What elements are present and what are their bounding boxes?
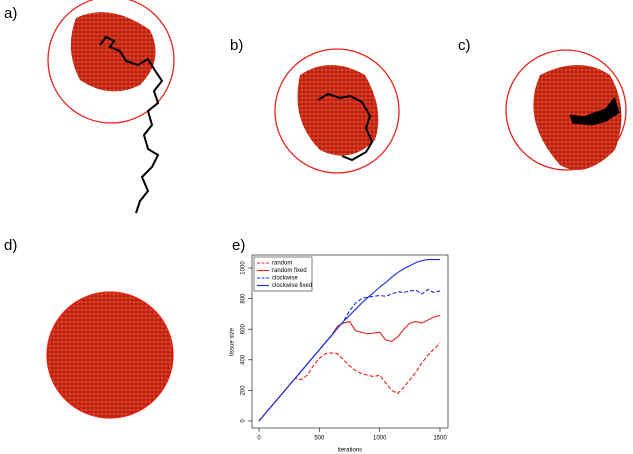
x-tick-label: 1000 bbox=[373, 436, 387, 442]
panel-label: a) bbox=[4, 5, 17, 22]
y-tick-label: 800 bbox=[241, 293, 247, 304]
y-tick-label: 400 bbox=[241, 354, 247, 365]
series-line bbox=[258, 342, 441, 422]
plot-frame bbox=[251, 254, 449, 429]
x-tick-label: 0 bbox=[257, 436, 261, 442]
x-tick-label: 500 bbox=[314, 436, 325, 442]
y-axis-label: tissue size bbox=[230, 327, 236, 356]
series-line bbox=[258, 314, 441, 422]
y-tick-label: 600 bbox=[241, 324, 247, 335]
x-tick-label: 1500 bbox=[433, 436, 447, 442]
x-axis-label: iterations bbox=[338, 448, 362, 454]
legend-label: random fixed bbox=[272, 268, 307, 274]
panel-label: c) bbox=[458, 37, 471, 54]
panel-label: d) bbox=[4, 237, 17, 254]
y-tick-label: 0 bbox=[241, 419, 247, 423]
panel-c bbox=[505, 49, 627, 171]
legend-label: random bbox=[272, 261, 292, 267]
legend-label: clockwise fixed bbox=[272, 283, 312, 289]
panel-label: e) bbox=[232, 237, 245, 254]
y-tick-label: 200 bbox=[241, 385, 247, 396]
legend-label: clockwise bbox=[272, 276, 298, 282]
panel-a bbox=[47, 0, 175, 214]
panel-label: b) bbox=[230, 37, 243, 54]
y-tick-label: 1000 bbox=[241, 261, 247, 275]
panel-d bbox=[46, 291, 174, 419]
panel-b bbox=[274, 48, 400, 174]
series-line bbox=[258, 259, 440, 422]
series-line bbox=[258, 288, 441, 422]
